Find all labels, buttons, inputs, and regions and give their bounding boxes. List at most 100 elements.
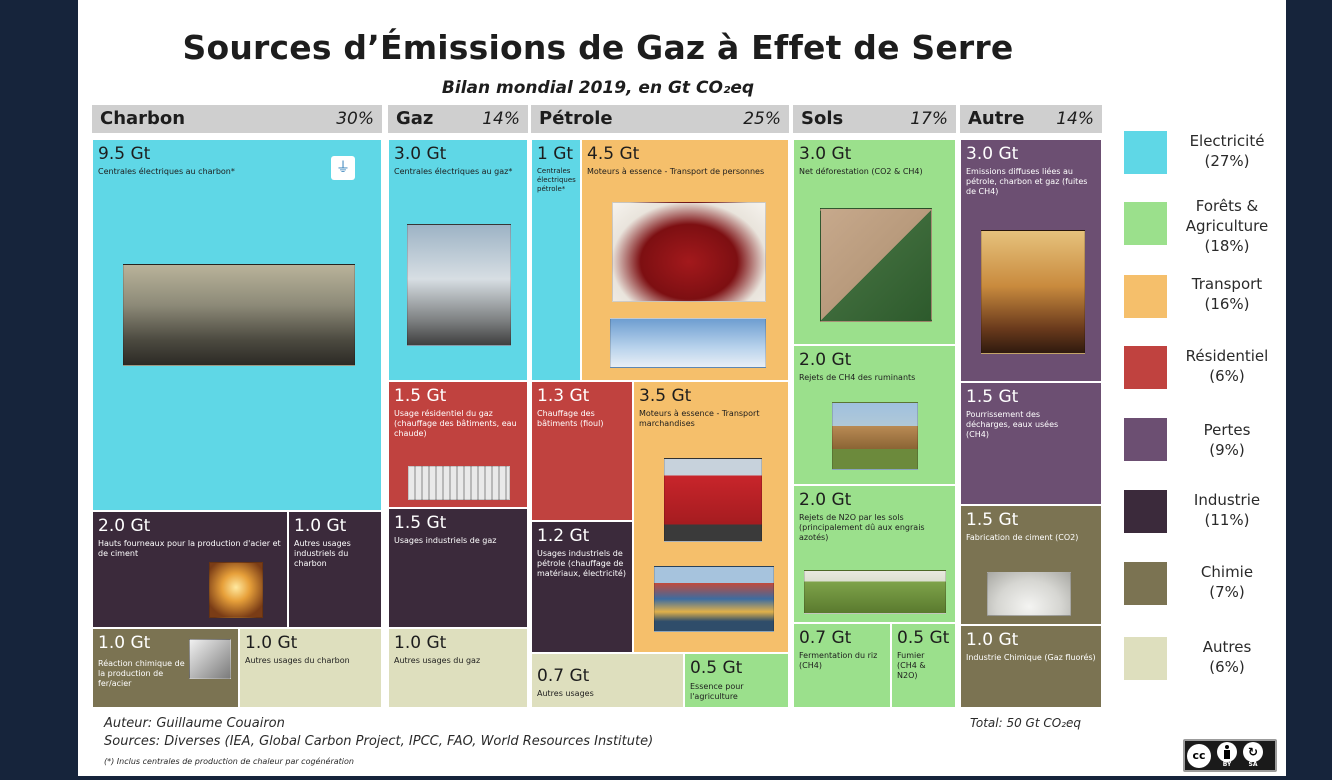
share-alike-icon: ↻ — [1243, 742, 1263, 762]
block-description: Autres usages — [537, 689, 594, 698]
column-name: Sols — [801, 108, 844, 129]
block-description: Pourrissement des décharges, eaux usées … — [966, 410, 1059, 439]
legend-item-pertes: Pertes (9%) — [1170, 420, 1284, 460]
deforestation-image — [820, 208, 932, 322]
legend-label: Industrie — [1193, 491, 1261, 509]
truck-image — [664, 458, 762, 542]
legend-item-electricite: Electricité (27%) — [1170, 131, 1284, 171]
block-value: 0.7 Gt — [799, 628, 852, 648]
block-value: 0.5 Gt — [897, 628, 950, 648]
block-description: Centrales électriques au charbon* — [98, 167, 235, 176]
block-value: 1.5 Gt — [394, 513, 447, 533]
block-value: 0.5 Gt — [690, 658, 743, 678]
legend-swatch-pertes — [1124, 418, 1167, 461]
column-header-sols: Sols 17% — [793, 105, 956, 133]
block-petrole-chauffage: 1.3 Gt Chauffage des bâtiments (fioul) — [531, 381, 633, 521]
legend-percent: (7%) — [1209, 583, 1245, 601]
column-header-petrole: Pétrole 25% — [531, 105, 789, 133]
block-charbon-hauts-fourneaux: 2.0 Gt Hauts fourneaux pour la productio… — [92, 511, 288, 628]
block-autre-emissions-diffuses: 3.0 Gt Emissions diffuses liées au pétro… — [960, 139, 1102, 382]
block-gaz-industrie: 1.5 Gt Usages industriels de gaz — [388, 508, 528, 628]
block-value: 1.5 Gt — [966, 387, 1019, 407]
block-value: 1.0 Gt — [245, 633, 298, 653]
legend-label: Chimie — [1200, 563, 1254, 581]
block-autre-ciment: 1.5 Gt Fabrication de ciment (CO2) — [960, 505, 1102, 625]
block-charbon-usages-industriels: 1.0 Gt Autres usages industriels du char… — [288, 511, 382, 628]
block-petrole-autres: 0.7 Gt Autres usages — [531, 653, 684, 708]
cc-icon: cc — [1187, 744, 1211, 768]
block-description: Net déforestation (CO2 & CH4) — [799, 167, 923, 176]
legend-percent: (6%) — [1209, 367, 1245, 385]
legend-label: Forêts & Agriculture — [1185, 197, 1269, 235]
block-description: Usages industriels de pétrole (chauffage… — [537, 549, 626, 578]
plug-icon: ⏚ — [331, 156, 355, 180]
cargo-ship-image — [654, 566, 774, 632]
block-autre-decharges: 1.5 Gt Pourrissement des décharges, eaux… — [960, 382, 1102, 505]
legend-item-industrie: Industrie (11%) — [1170, 490, 1284, 530]
legend-swatch-forets — [1124, 202, 1167, 245]
block-description: Chauffage des bâtiments (fioul) — [537, 409, 604, 428]
block-value: 1.0 Gt — [966, 630, 1019, 650]
block-value: 4.5 Gt — [587, 144, 640, 164]
block-description: Moteurs à essence - Transport marchandis… — [639, 409, 760, 428]
block-sols-n2o: 2.0 Gt Rejets de N2O par les sols (princ… — [793, 485, 956, 623]
block-description: Fabrication de ciment (CO2) — [966, 533, 1079, 542]
column-percent: 25% — [743, 109, 781, 129]
block-value: 1 Gt — [537, 144, 574, 164]
block-description: Moteurs à essence - Transport de personn… — [587, 167, 765, 176]
block-description: Usage résidentiel du gaz (chauffage des … — [394, 409, 517, 438]
block-value: 0.7 Gt — [537, 666, 590, 686]
block-value: 9.5 Gt — [98, 144, 151, 164]
block-petrole-transport-personnes: 4.5 Gt Moteurs à essence - Transport de … — [581, 139, 789, 381]
block-value: 3.5 Gt — [639, 386, 692, 406]
block-gaz-residentiel: 1.5 Gt Usage résidentiel du gaz (chauffa… — [388, 381, 528, 508]
block-description: Autres usages industriels du charbon — [294, 539, 351, 568]
column-percent: 14% — [482, 109, 520, 129]
legend-percent: (9%) — [1209, 441, 1245, 459]
steel-furnace-image — [209, 562, 263, 618]
block-value: 2.0 Gt — [799, 490, 852, 510]
attribution-icon — [1217, 742, 1237, 762]
block-autre-chimie: 1.0 Gt Industrie Chimique (Gaz fluorés) — [960, 625, 1102, 708]
block-charbon-electricite: 9.5 Gt Centrales électriques au charbon*… — [92, 139, 382, 511]
oil-pump-image — [981, 230, 1085, 354]
cement-image — [987, 572, 1071, 616]
legend-item-residentiel: Résidentiel (6%) — [1170, 346, 1284, 386]
block-value: 2.0 Gt — [98, 516, 151, 536]
footer-author: Auteur: Guillaume Couairon — [104, 716, 285, 731]
legend-swatch-autres — [1124, 637, 1167, 680]
block-description: Fermentation du riz (CH4) — [799, 651, 878, 670]
block-charbon-autres: 1.0 Gt Autres usages du charbon — [239, 628, 382, 708]
legend-swatch-residentiel — [1124, 346, 1167, 389]
legend-label: Résidentiel — [1185, 347, 1269, 365]
license-by-label: BY — [1222, 761, 1232, 768]
block-value: 1.0 Gt — [98, 633, 151, 653]
block-description: Rejets de CH4 des ruminants — [799, 373, 916, 382]
block-description: Industrie Chimique (Gaz fluorés) — [966, 653, 1096, 662]
cc-license-badge[interactable]: cc ↻ BY SA — [1183, 739, 1277, 772]
legend-swatch-transport — [1124, 275, 1167, 318]
footer-sources: Sources: Diverses (IEA, Global Carbon Pr… — [104, 734, 654, 749]
block-petrole-transport-marchandises: 3.5 Gt Moteurs à essence - Transport mar… — [633, 381, 789, 653]
footer-total: Total: 50 Gt CO₂eq — [970, 716, 1081, 730]
legend-item-forets: Forêts & Agriculture (18%) — [1170, 196, 1284, 256]
block-value: 2.0 Gt — [799, 350, 852, 370]
column-percent: 30% — [336, 109, 374, 129]
legend-label: Transport — [1191, 275, 1263, 293]
block-description: Centrales électriques au gaz* — [394, 167, 513, 176]
column-header-autre: Autre 14% — [960, 105, 1102, 133]
legend-swatch-electricite — [1124, 131, 1167, 174]
chart-title: Sources d’Émissions de Gaz à Effet de Se… — [182, 28, 1014, 67]
license-sa-label: SA — [1248, 761, 1258, 768]
column-name: Autre — [968, 108, 1025, 129]
column-header-gaz: Gaz 14% — [388, 105, 528, 133]
block-description: Essence pour l'agriculture — [690, 682, 744, 701]
block-value: 1.5 Gt — [394, 386, 447, 406]
block-charbon-reaction-chimique: 1.0 Gt Réaction chimique de la productio… — [92, 628, 239, 708]
cow-image — [832, 402, 918, 470]
block-sols-riz: 0.7 Gt Fermentation du riz (CH4) — [793, 623, 891, 708]
column-name: Charbon — [100, 108, 186, 129]
legend-item-autres: Autres (6%) — [1170, 637, 1284, 677]
legend-percent: (11%) — [1204, 511, 1250, 529]
block-petrole-agriculture: 0.5 Gt Essence pour l'agriculture — [684, 653, 789, 708]
